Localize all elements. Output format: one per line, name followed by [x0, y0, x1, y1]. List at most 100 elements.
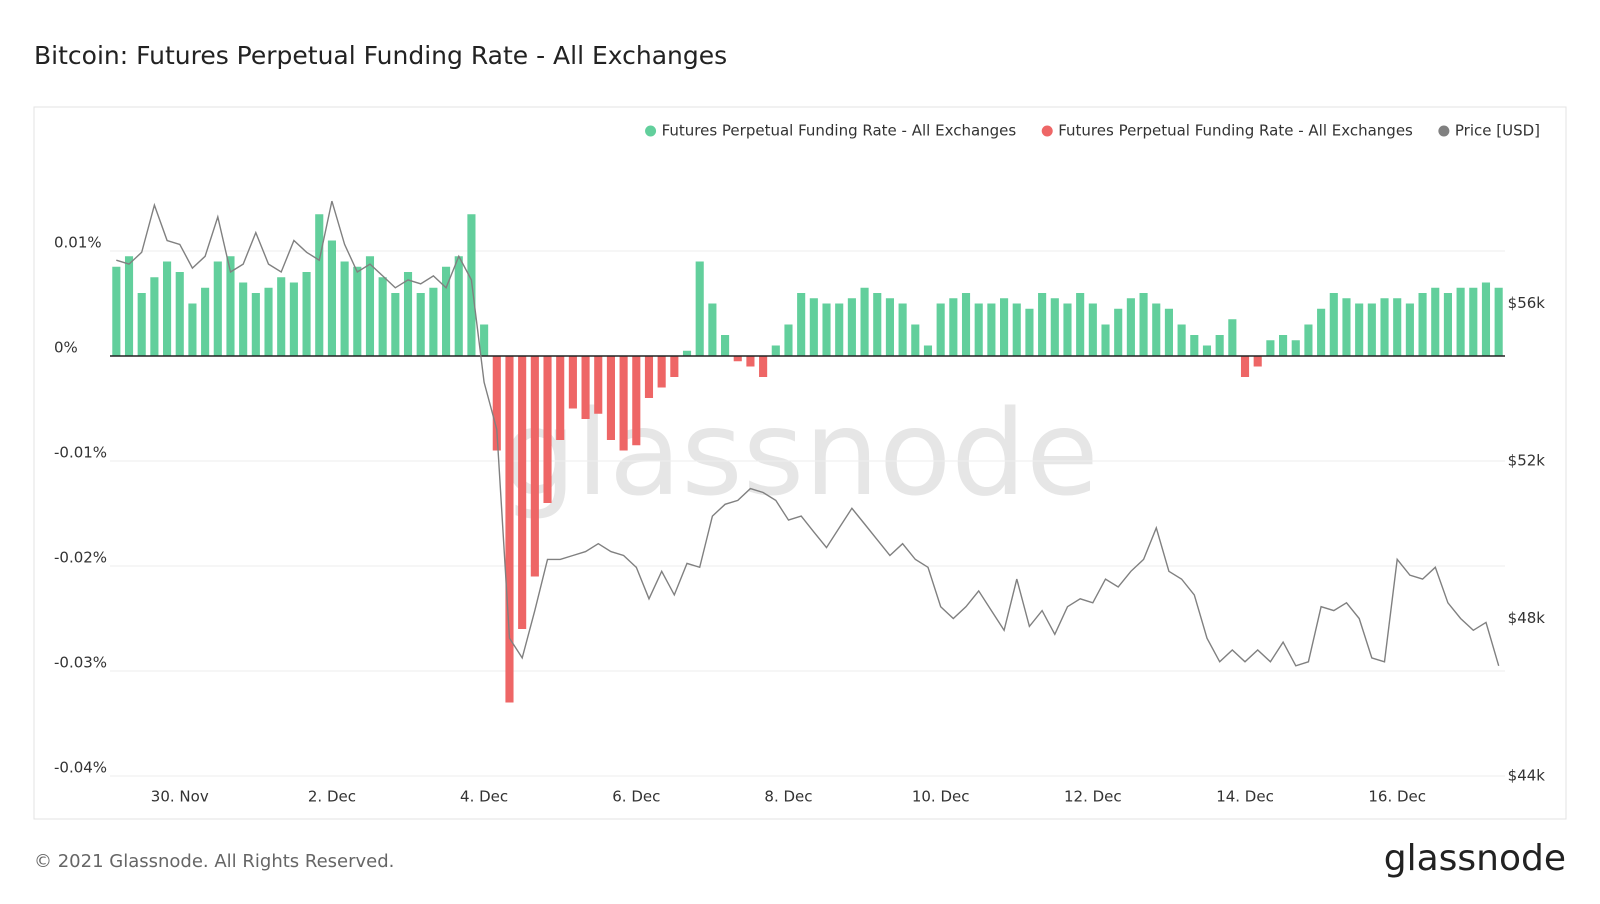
bar [885, 298, 894, 356]
bar [518, 356, 527, 629]
bar [1063, 303, 1072, 356]
y2-tick-label: $44k [1508, 767, 1546, 785]
bar [1304, 324, 1313, 356]
footer: © 2021 Glassnode. All Rights Reserved. [34, 851, 394, 872]
x-tick-label: 4. Dec [460, 788, 508, 806]
bar [1152, 303, 1161, 356]
bar [1190, 335, 1199, 356]
bar [315, 214, 324, 356]
bar [1291, 340, 1300, 356]
bar [1367, 303, 1376, 356]
legend-marker [1041, 125, 1053, 137]
bar [695, 261, 704, 356]
bar [1380, 298, 1389, 356]
bar [1469, 287, 1478, 356]
bar [530, 356, 539, 577]
bar [1240, 356, 1250, 377]
y-tick-label: -0.04% [54, 759, 107, 777]
legend-label: Price [USD] [1455, 122, 1540, 140]
bar [1342, 298, 1351, 356]
y-tick-label: 0% [54, 339, 78, 357]
bar [327, 240, 336, 356]
bar [416, 293, 425, 356]
bar [949, 298, 958, 356]
bar [670, 356, 679, 377]
bar [1317, 308, 1326, 356]
y-tick-label: 0.01% [54, 234, 102, 252]
bar [974, 303, 983, 356]
watermark: glassnode [501, 384, 1098, 522]
bar [911, 324, 920, 356]
y2-tick-label: $52k [1508, 452, 1546, 470]
bar [568, 356, 577, 409]
bar [682, 350, 692, 356]
bar [835, 303, 844, 356]
bar [137, 293, 146, 356]
bar [936, 303, 945, 356]
bar [1481, 282, 1491, 356]
x-tick-label: 12. Dec [1064, 788, 1122, 806]
logo: glassnode [1384, 838, 1566, 879]
bar [277, 277, 286, 356]
bar [657, 356, 666, 388]
bar [1329, 293, 1338, 356]
bar [454, 256, 463, 356]
bar [1202, 345, 1212, 356]
bar [1000, 298, 1009, 356]
bar [124, 256, 134, 356]
bar [353, 266, 362, 356]
bar [201, 287, 210, 356]
bar [987, 303, 996, 356]
bar [239, 282, 248, 356]
y-tick-label: -0.03% [54, 654, 107, 672]
bar [1126, 298, 1135, 356]
bar [632, 356, 641, 446]
bar [442, 266, 451, 356]
bar [784, 324, 793, 356]
bar [1114, 308, 1123, 356]
y2-tick-label: $56k [1508, 294, 1546, 312]
bar [822, 303, 831, 356]
bar [289, 282, 298, 356]
bar [898, 303, 907, 356]
x-tick-label: 2. Dec [308, 788, 356, 806]
bar [175, 272, 184, 356]
bar [581, 356, 590, 419]
bar [1355, 303, 1364, 356]
bar [759, 356, 768, 377]
bar [429, 287, 438, 356]
bar [1228, 319, 1237, 356]
bar [809, 298, 818, 356]
bar [1393, 298, 1402, 356]
bar [1431, 287, 1440, 356]
price-line [116, 200, 1500, 667]
x-tick-label: 10. Dec [912, 788, 970, 806]
bar [644, 356, 654, 398]
bar [1101, 324, 1110, 356]
bar [1253, 356, 1262, 367]
bar [543, 356, 552, 503]
bar [923, 345, 933, 356]
bar [264, 287, 273, 356]
bar [1164, 308, 1173, 356]
x-tick-label: 30. Nov [151, 788, 209, 806]
bar [771, 345, 780, 356]
bar [213, 261, 222, 356]
x-tick-label: 8. Dec [764, 788, 812, 806]
bar [594, 356, 603, 414]
chart-title: Bitcoin: Futures Perpetual Funding Rate … [34, 41, 727, 70]
legend-marker [645, 125, 657, 137]
chart-frame [33, 106, 1567, 820]
bar [163, 261, 172, 356]
bar [492, 356, 501, 451]
bar [746, 356, 755, 367]
bar [873, 293, 882, 356]
bar [505, 356, 514, 703]
bar [961, 293, 971, 356]
bar [860, 287, 869, 356]
x-tick-label: 6. Dec [612, 788, 660, 806]
bar [1038, 293, 1047, 356]
bar [619, 356, 628, 451]
